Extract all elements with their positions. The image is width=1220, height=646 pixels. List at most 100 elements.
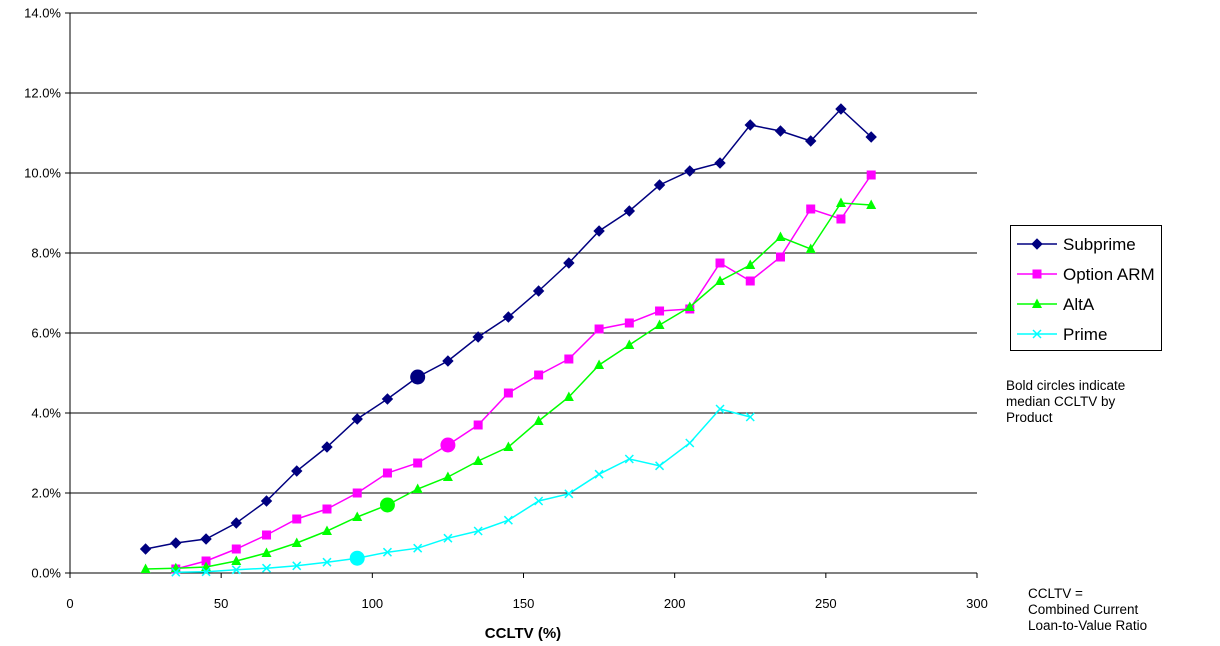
subprime-data-point: [805, 135, 817, 147]
legend-item-option-arm: Option ARM: [1011, 262, 1161, 286]
prime-data-point: [231, 565, 241, 575]
x-marker-stroke: [685, 438, 695, 448]
subprime-data-point: [593, 225, 605, 237]
subprime-data-point: [835, 103, 847, 115]
alta-data-point: [412, 483, 423, 493]
x-marker-stroke: [564, 489, 574, 499]
x-marker-stroke: [322, 557, 332, 567]
prime-data-point: [564, 489, 574, 499]
option-arm-data-point: [231, 544, 241, 554]
alta-data-point: [654, 319, 665, 329]
x-marker-stroke: [1032, 329, 1042, 339]
y-tick-label: 12.0%: [24, 86, 61, 101]
option-arm-data-point: [836, 214, 846, 224]
alta-series-line: [145, 202, 872, 570]
y-tick-label: 2.0%: [31, 486, 61, 501]
series-layer: [139, 103, 877, 577]
y-tick-label: 10.0%: [24, 166, 61, 181]
alta-legend-symbol: [1032, 298, 1042, 308]
prime-data-point: [171, 567, 181, 577]
subprime-data-point: [351, 413, 363, 425]
alta-data-point: [503, 441, 514, 451]
option-arm-series-line: [175, 174, 872, 570]
gridlines: [70, 12, 977, 494]
legend-item-alta: AltA: [1011, 292, 1161, 316]
x-marker-stroke: [201, 567, 211, 577]
x-marker-stroke: [473, 526, 483, 536]
legend-label-option-arm: Option ARM: [1063, 265, 1155, 284]
y-tick-label: 14.0%: [24, 6, 61, 21]
prime-data-point: [261, 563, 272, 573]
option-arm-median-circle: [440, 437, 456, 453]
alta-data-point: [624, 339, 635, 349]
option-arm-data-point: [866, 170, 876, 180]
alta-median-circle: [379, 497, 395, 513]
subprime-data-point: [714, 157, 726, 169]
x-tick-label: 0: [66, 596, 73, 611]
prime-data-point: [685, 438, 695, 448]
subprime-legend-marker: [1017, 238, 1057, 250]
alta-data-point: [563, 391, 574, 401]
prime-legend-symbol: [1032, 329, 1042, 339]
option-arm-data-point: [655, 306, 665, 316]
prime-data-point: [503, 515, 513, 525]
option-arm-data-point: [382, 468, 392, 478]
prime-data-point: [382, 547, 392, 557]
prime-data-point: [534, 496, 544, 506]
x-marker-stroke: [594, 469, 604, 479]
prime-data-point: [715, 404, 725, 414]
option-arm-data-point: [413, 458, 423, 468]
y-tick-label: 0.0%: [31, 566, 61, 581]
subprime-data-point: [502, 311, 515, 323]
prime-legend-marker: [1017, 329, 1057, 339]
option-arm-data-point: [352, 488, 362, 498]
prime-data-point: [655, 461, 665, 471]
subprime-data-point: [321, 441, 333, 453]
subprime-data-point: [139, 543, 152, 555]
x-marker-stroke: [382, 547, 392, 557]
x-tick-label: 50: [214, 596, 228, 611]
subprime-data-point: [291, 465, 303, 477]
prime-series-line: [175, 408, 751, 573]
x-marker-stroke: [292, 561, 302, 571]
option-arm-data-point: [715, 258, 725, 268]
option-arm-data-point: [806, 204, 816, 214]
subprime-series-line: [145, 107, 872, 550]
subprime-data-point: [200, 533, 212, 545]
option-arm-data-point: [503, 388, 513, 398]
axes: [65, 12, 978, 578]
option-arm-data-point: [624, 318, 634, 328]
alta-data-point: [442, 471, 453, 481]
alta-data-point: [533, 415, 544, 425]
x-tick-label: 200: [664, 596, 686, 611]
alta-data-point: [835, 197, 846, 207]
prime-data-point: [201, 567, 211, 577]
prime-data-point: [594, 469, 604, 479]
option-arm-data-point: [745, 276, 755, 286]
x-marker-stroke: [171, 567, 181, 577]
alta-data-point: [473, 455, 484, 465]
option-arm-data-point: [775, 252, 785, 262]
option-arm-data-point: [262, 530, 272, 540]
option-arm-data-point: [292, 514, 302, 524]
option-arm-data-point: [473, 420, 483, 430]
subprime-data-point: [472, 331, 484, 343]
prime-data-point: [745, 412, 755, 422]
alta-data-point: [291, 537, 302, 547]
x-marker-stroke: [534, 496, 544, 506]
x-tick-label: 100: [361, 596, 383, 611]
legend: Subprime Option ARM AltA Prime: [1010, 225, 1162, 351]
x-marker-stroke: [231, 565, 241, 575]
alta-legend-marker: [1017, 298, 1057, 308]
x-tick-label: 150: [513, 596, 535, 611]
legend-label-subprime: Subprime: [1063, 235, 1136, 254]
subprime-data-point: [563, 257, 575, 269]
subprime-legend-symbol: [1031, 238, 1043, 250]
alta-data-point: [805, 243, 816, 253]
alta-data-point: [594, 359, 605, 369]
alta-data-point: [352, 511, 363, 521]
subprime-data-point: [260, 495, 273, 507]
legend-item-subprime: Subprime: [1011, 232, 1161, 256]
option-arm-data-point: [594, 324, 604, 334]
subprime-data-point: [865, 131, 877, 143]
